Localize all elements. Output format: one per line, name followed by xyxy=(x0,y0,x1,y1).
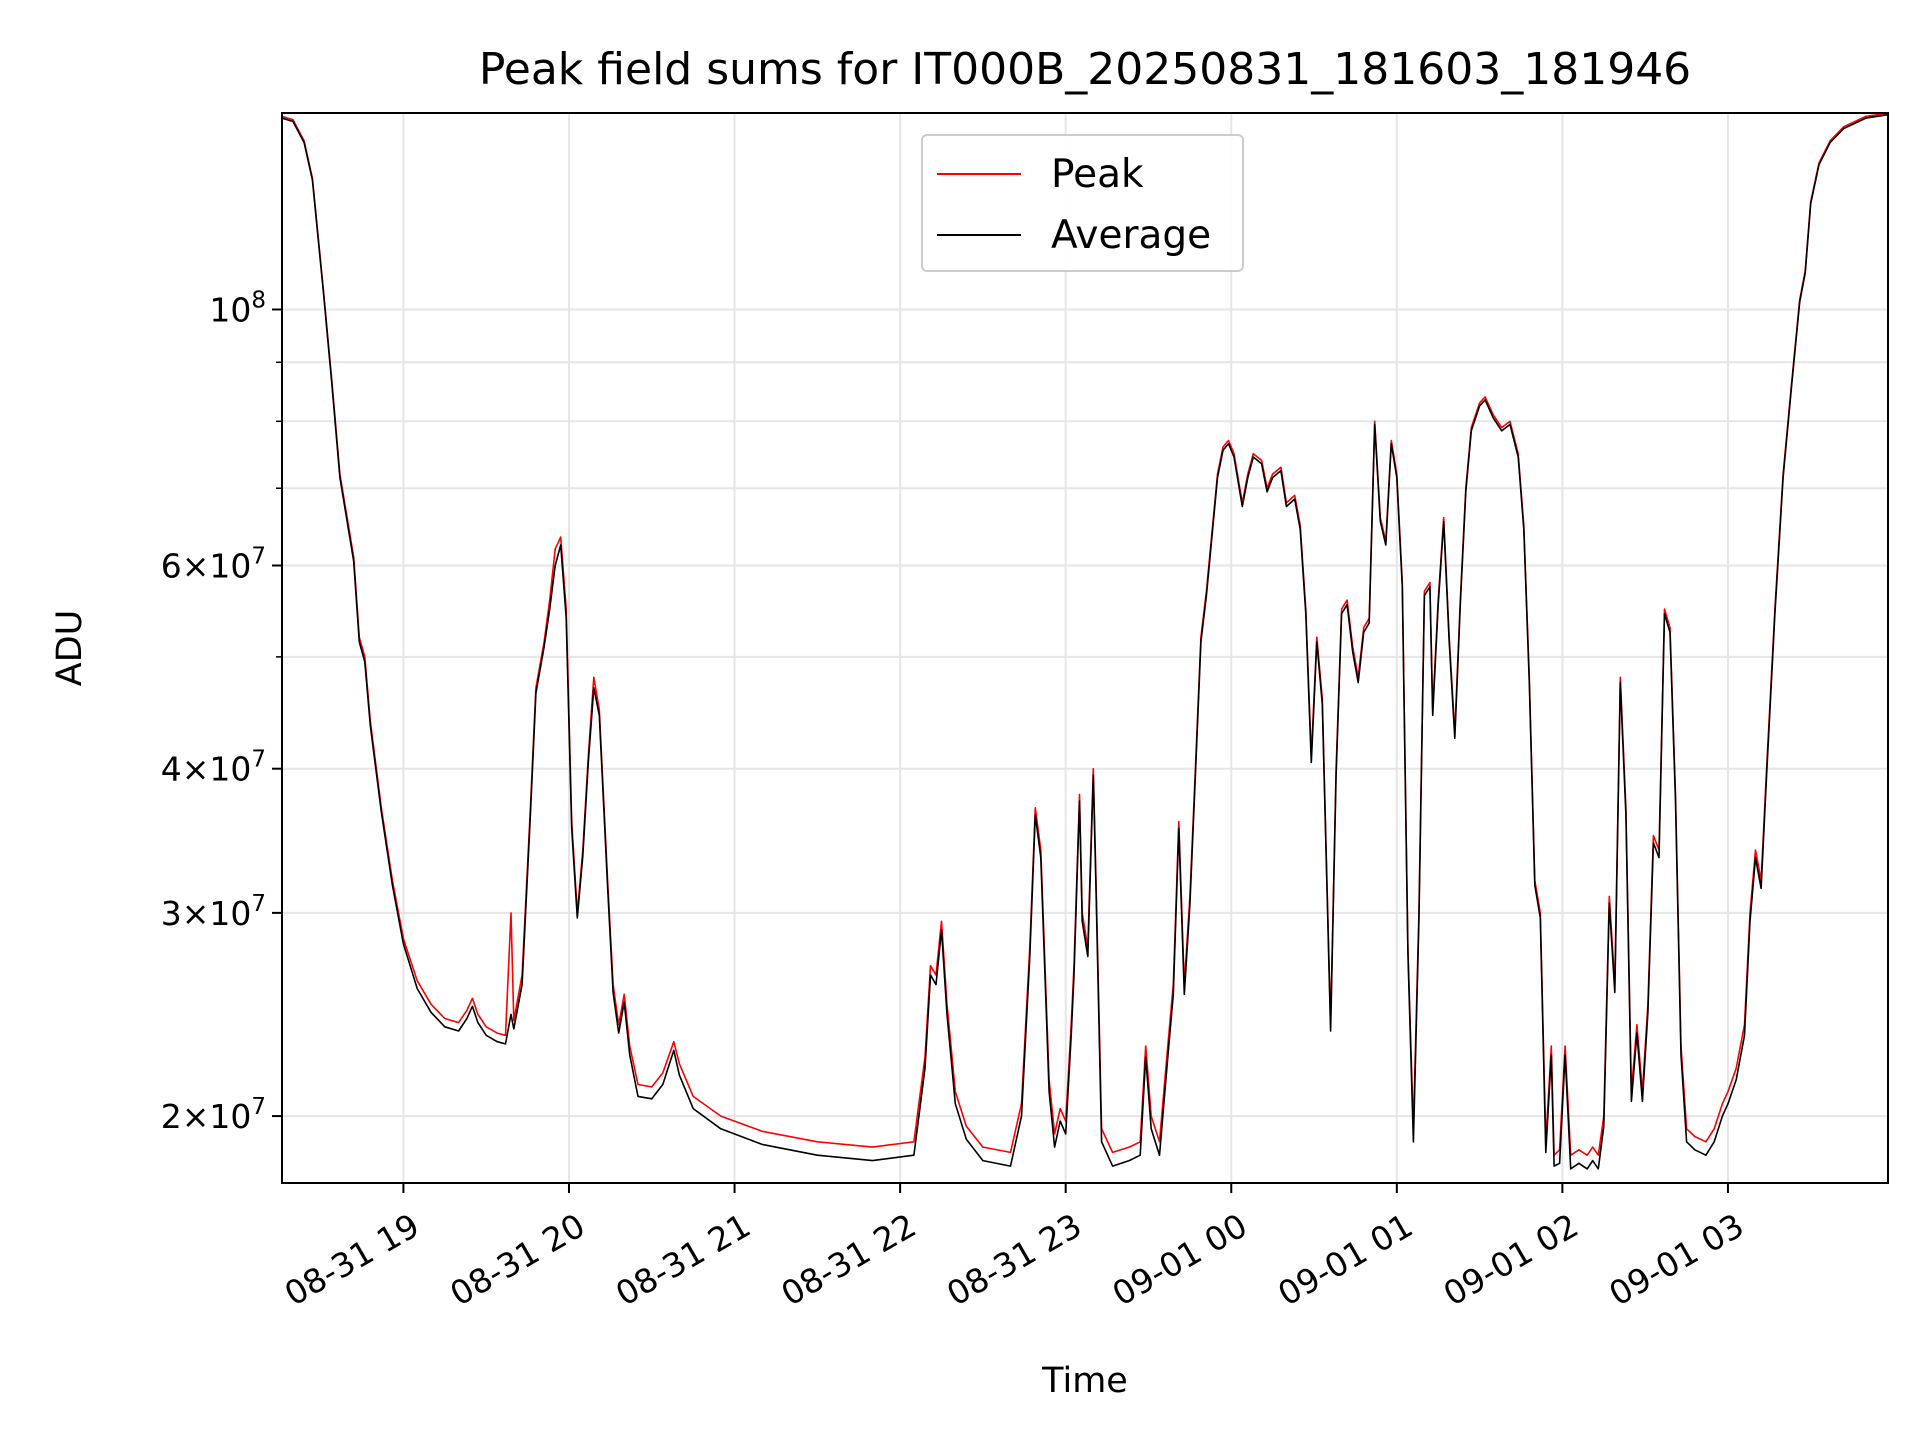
series-lines xyxy=(281,112,1889,1170)
y-tick-label: 108 xyxy=(209,287,266,329)
plot-area-frame xyxy=(281,112,1889,1184)
x-tick-label: 09-01 02 xyxy=(1437,1206,1585,1314)
grid xyxy=(282,113,1888,1183)
legend-item-peak: Peak xyxy=(937,151,1144,197)
y-tick-label: 4×107 xyxy=(161,747,266,789)
x-axis-label: Time xyxy=(1041,1361,1128,1401)
x-tick-label: 08-31 21 xyxy=(609,1206,757,1314)
legend-swatch-average xyxy=(937,234,1021,236)
x-tick-label: 08-31 22 xyxy=(775,1206,923,1314)
x-tick-label: 09-01 03 xyxy=(1602,1206,1750,1314)
y-axis-label: ADU xyxy=(50,610,90,687)
y-tick-label: 3×107 xyxy=(161,891,266,933)
x-tick-label: 08-31 19 xyxy=(278,1206,426,1314)
legend-item-average: Average xyxy=(937,212,1212,258)
x-tick-label: 08-31 23 xyxy=(940,1206,1088,1314)
x-axis: 08-31 19 08-31 20 08-31 21 08-31 22 08-31 23… xyxy=(278,1183,1750,1314)
y-tick-label: 6×107 xyxy=(161,543,266,585)
x-tick-label: 09-01 00 xyxy=(1106,1206,1254,1314)
legend-swatch-peak xyxy=(937,173,1021,175)
y-tick-label: 2×107 xyxy=(161,1094,266,1136)
legend: Peak Average xyxy=(921,134,1244,272)
y-axis: 2×107 3×107 4×107 6×107 108 xyxy=(161,287,282,1136)
legend-label-peak: Peak xyxy=(1051,151,1144,197)
x-tick-label: 09-01 01 xyxy=(1271,1206,1419,1314)
series-line-average xyxy=(281,113,1889,1170)
legend-label-average: Average xyxy=(1051,212,1212,258)
x-tick-label: 08-31 20 xyxy=(443,1206,591,1314)
chart-title: Peak field sums for IT000B_20250831_1816… xyxy=(479,44,1691,95)
